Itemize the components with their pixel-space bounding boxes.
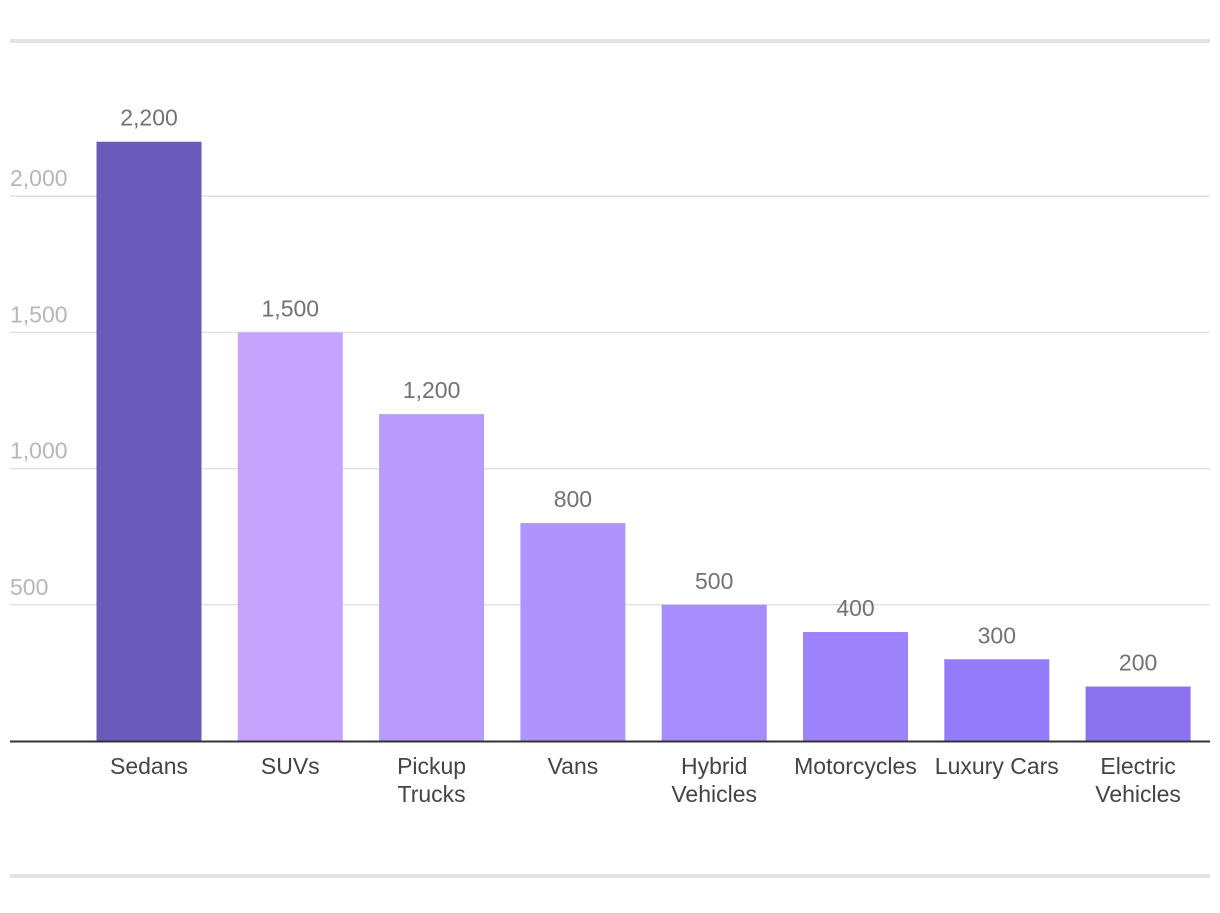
x-tick-label-line: Vehicles [671,781,757,807]
x-tick-label: Electric Vehicles [1095,753,1181,807]
bar [237,332,343,741]
bottom-rule [10,874,1210,878]
x-tick-label: SUVs [261,753,320,779]
x-tick-label: Sedans [110,753,188,779]
x-tick-label-line: Hybrid [681,753,747,779]
x-tick-label-line: Luxury Cars [935,753,1059,779]
x-tick-label-line: Motorcycles [794,753,917,779]
x-tick-label: Pickup Trucks [397,753,466,807]
data-label: 2,200 [120,105,178,131]
data-label: 1,200 [403,377,461,403]
bar [803,632,908,741]
x-tick-label: Motorcycles [794,753,917,779]
x-tick-label: Luxury Cars [935,753,1059,779]
bar [1085,686,1191,741]
top-rule [10,39,1210,43]
data-label: 300 [978,622,1016,648]
value-labels: 2,200 1,500 1,200 800 500 400 300 200 [120,105,1157,676]
y-tick-label: 1,000 [10,438,68,464]
x-tick-label-line: SUVs [261,753,320,779]
bars [96,141,1191,742]
bar [96,141,202,742]
data-label: 500 [695,568,733,594]
x-tick-label-line: Electric [1100,753,1175,779]
data-label: 1,500 [262,295,320,321]
data-label: 800 [554,486,592,512]
x-tick-label-line: Trucks [398,781,466,807]
bar [520,523,626,741]
y-tick-label: 2,000 [10,165,68,191]
x-tick-label-line: Vehicles [1095,781,1181,807]
x-tick-label: Vans [548,753,599,779]
x-tick-label-line: Vans [548,753,599,779]
bar [661,604,767,741]
bar [944,659,1050,741]
y-axis-ticks: 500 1,000 1,500 2,000 [10,165,68,600]
data-label: 400 [836,595,874,621]
y-tick-label: 500 [10,574,48,600]
y-tick-label: 1,500 [10,301,68,327]
x-tick-label: Hybrid Vehicles [671,753,757,807]
x-tick-label-line: Sedans [110,753,188,779]
data-label: 200 [1119,650,1157,676]
x-tick-label-line: Pickup [397,753,466,779]
bar [379,414,485,741]
